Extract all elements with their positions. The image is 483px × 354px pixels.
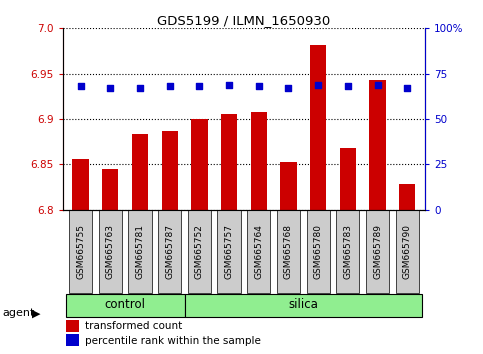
Bar bbox=[396, 210, 419, 292]
Bar bbox=[69, 210, 92, 292]
Bar bbox=[340, 148, 356, 210]
Bar bbox=[66, 294, 185, 317]
Bar bbox=[161, 131, 178, 210]
Bar bbox=[102, 169, 118, 210]
Text: GSM665790: GSM665790 bbox=[403, 224, 412, 279]
Bar bbox=[67, 320, 79, 332]
Text: GSM665763: GSM665763 bbox=[106, 224, 115, 279]
Bar bbox=[221, 114, 237, 210]
Point bbox=[136, 85, 144, 91]
Bar bbox=[188, 210, 211, 292]
Text: GSM665787: GSM665787 bbox=[165, 224, 174, 279]
Text: silica: silica bbox=[288, 298, 318, 312]
Text: GSM665752: GSM665752 bbox=[195, 224, 204, 279]
Point bbox=[106, 85, 114, 91]
Text: GSM665755: GSM665755 bbox=[76, 224, 85, 279]
Title: GDS5199 / ILMN_1650930: GDS5199 / ILMN_1650930 bbox=[157, 14, 330, 27]
Point bbox=[403, 85, 411, 91]
Bar bbox=[191, 119, 208, 210]
Text: percentile rank within the sample: percentile rank within the sample bbox=[85, 336, 260, 346]
Bar bbox=[366, 210, 389, 292]
Text: GSM665780: GSM665780 bbox=[313, 224, 323, 279]
Text: transformed count: transformed count bbox=[85, 321, 182, 331]
Text: agent: agent bbox=[2, 308, 35, 318]
Text: GSM665764: GSM665764 bbox=[254, 224, 263, 279]
Bar bbox=[99, 210, 122, 292]
Bar bbox=[336, 210, 359, 292]
Bar bbox=[251, 112, 267, 210]
Point bbox=[77, 84, 85, 89]
Point bbox=[225, 82, 233, 87]
Text: ▶: ▶ bbox=[32, 308, 41, 318]
Bar bbox=[67, 335, 79, 346]
Text: GSM665768: GSM665768 bbox=[284, 224, 293, 279]
Bar bbox=[399, 184, 415, 210]
Bar bbox=[158, 210, 181, 292]
Point bbox=[166, 84, 173, 89]
Bar bbox=[247, 210, 270, 292]
Bar bbox=[185, 294, 422, 317]
Point bbox=[196, 84, 203, 89]
Text: GSM665757: GSM665757 bbox=[225, 224, 234, 279]
Text: GSM665783: GSM665783 bbox=[343, 224, 352, 279]
Bar bbox=[310, 45, 327, 210]
Point bbox=[314, 82, 322, 87]
Bar bbox=[369, 80, 386, 210]
Bar bbox=[280, 162, 297, 210]
Bar bbox=[277, 210, 300, 292]
Bar bbox=[307, 210, 330, 292]
Bar bbox=[132, 135, 148, 210]
Bar bbox=[72, 159, 89, 210]
Text: control: control bbox=[105, 298, 146, 312]
Text: GSM665789: GSM665789 bbox=[373, 224, 382, 279]
Point bbox=[374, 82, 382, 87]
Bar bbox=[128, 210, 152, 292]
Bar bbox=[217, 210, 241, 292]
Text: GSM665781: GSM665781 bbox=[136, 224, 144, 279]
Point bbox=[255, 84, 263, 89]
Point bbox=[344, 84, 352, 89]
Point bbox=[284, 85, 292, 91]
